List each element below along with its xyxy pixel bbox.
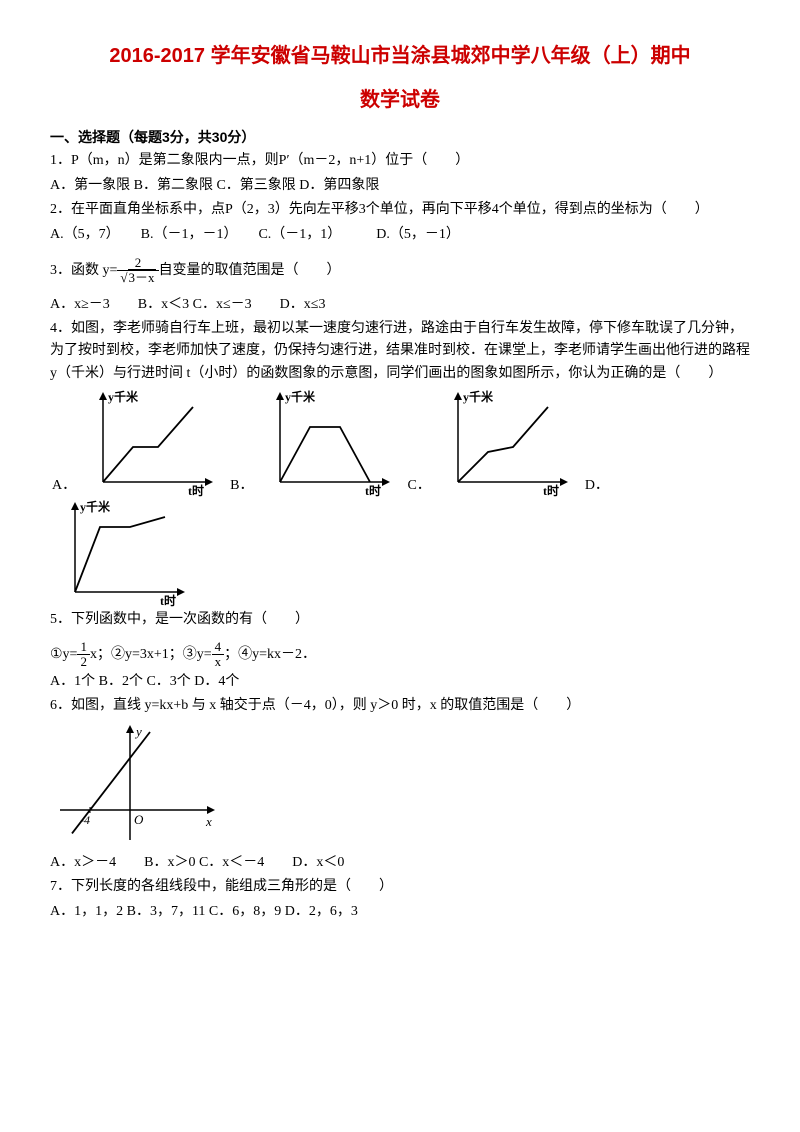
svg-text:y千米: y千米 <box>80 499 111 514</box>
question-5-options: A．1个 B．2个 C．3个 D．4个 <box>50 671 750 693</box>
q4-label-d: D． <box>585 475 609 497</box>
question-2: 2．在平面直角坐标系中，点P（2，3）先向左平移3个单位，再向下平移4个单位，得… <box>50 199 750 221</box>
q4-label-b: B． <box>230 475 253 497</box>
q5-frac1: 12 <box>77 640 90 670</box>
q5-frac3-den: x <box>212 655 225 669</box>
q3-denominator: √3－x <box>117 271 158 285</box>
question-1: 1．P（m，n）是第二象限内一点，则P′（m－2，n+1）位于（ ） <box>50 150 750 172</box>
q4-graph-a: y千米 t时 <box>78 387 218 497</box>
svg-text:O: O <box>134 812 144 827</box>
q3-suffix: 自变量的取值范围是（ ） <box>159 263 341 278</box>
question-6-options: A．x＞－4 B．x＞0 C．x＜－4 D．x＜0 <box>50 852 750 874</box>
svg-text:y千米: y千米 <box>108 389 139 404</box>
question-6-graph-wrap: -4 Oy x <box>50 720 750 850</box>
q3-fraction: 2√3－x <box>117 256 158 286</box>
question-1-options: A．第一象限 B．第二象限 C．第三象限 D．第四象限 <box>50 175 750 197</box>
question-2-options: A.（5，7） B.（－1，－1） C.（－1，1） D.（5，－1） <box>50 224 750 246</box>
svg-text:t时: t时 <box>188 483 204 497</box>
q5-items-mid: ；②y=3x+1；③y= <box>97 647 212 662</box>
question-3: 3．函数 y=2√3－x自变量的取值范围是（ ） <box>50 256 750 286</box>
q4-label-a: A． <box>52 475 76 497</box>
q4-graph-d: y千米 t时 <box>50 497 190 607</box>
q4-label-c: C． <box>407 475 430 497</box>
question-5: 5．下列函数中，是一次函数的有（ ） <box>50 609 750 631</box>
title-line1: 2016-2017 学年安徽省马鞍山市当涂县城郊中学八年级（上）期中 <box>50 40 750 72</box>
question-5-items: ①y=12x；②y=3x+1；③y=4x；④y=kx－2． <box>50 640 750 670</box>
question-4: 4．如图，李老师骑自行车上班，最初以某一速度匀速行进，路途由于自行车发生故障，停… <box>50 318 750 385</box>
svg-text:t时: t时 <box>543 483 559 497</box>
q6-graph: -4 Oy x <box>50 720 220 850</box>
q5-item1-suffix: x <box>90 647 97 662</box>
section-1-heading: 一、选择题（每题3分，共30分） <box>50 126 750 148</box>
svg-text:x: x <box>205 814 212 829</box>
question-6: 6．如图，直线 y=kx+b 与 x 轴交于点（－4，0），则 y＞0 时，x … <box>50 695 750 717</box>
svg-text:t时: t时 <box>160 593 176 607</box>
q4-graph-b: y千米 t时 <box>255 387 395 497</box>
q5-frac1-den: 2 <box>77 655 90 669</box>
q3-prefix: 3．函数 y= <box>50 263 117 278</box>
q5-item4: ；④y=kx－2． <box>224 647 316 662</box>
question-7: 7．下列长度的各组线段中，能组成三角形的是（ ） <box>50 876 750 898</box>
question-3-options: A．x≥－3 B．x＜3 C．x≤－3 D．x≤3 <box>50 294 750 316</box>
q4-graph-d-row: y千米 t时 <box>50 497 750 607</box>
q5-item1-prefix: ①y= <box>50 647 77 662</box>
question-4-graphs: A． y千米 t时 B． y千米 t时 C． y千米 t时 D． <box>50 387 750 497</box>
svg-text:y千米: y千米 <box>463 389 494 404</box>
q4-graph-c: y千米 t时 <box>433 387 573 497</box>
question-7-options: A．1，1，2 B．3，7，11 C．6，8，9 D．2，6，3 <box>50 901 750 923</box>
q5-frac3-num: 4 <box>212 640 225 655</box>
svg-text:-4: -4 <box>80 813 90 827</box>
title-line2: 数学试卷 <box>50 84 750 116</box>
svg-text:t时: t时 <box>365 483 381 497</box>
q5-frac1-num: 1 <box>77 640 90 655</box>
q5-frac3: 4x <box>212 640 225 670</box>
svg-text:y: y <box>134 724 142 739</box>
svg-text:y千米: y千米 <box>285 389 316 404</box>
